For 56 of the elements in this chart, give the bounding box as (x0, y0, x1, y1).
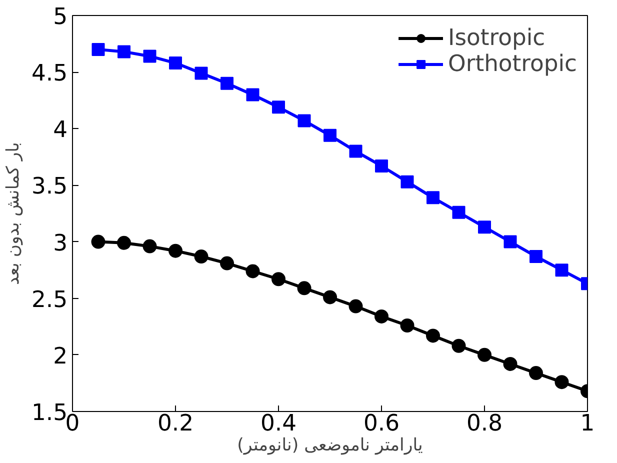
point (142, 239, 157, 254)
point (554, 375, 569, 390)
legend-label: Isotropic (448, 25, 546, 51)
x-axis-title: یارامتر ناموضعی (نانومتر) (237, 436, 424, 456)
point (452, 206, 466, 219)
y-tick-label: 3 (53, 230, 68, 256)
point (349, 144, 362, 158)
x-tick-label: 0.6 (363, 410, 400, 436)
point (194, 66, 208, 80)
point (426, 328, 440, 343)
point (452, 338, 466, 353)
point (503, 356, 518, 371)
point (246, 88, 260, 102)
point (168, 244, 182, 258)
y-tick-label: 3.5 (31, 174, 68, 200)
point (374, 309, 388, 324)
point (272, 100, 285, 114)
point (375, 159, 388, 172)
point (272, 272, 286, 286)
point (246, 264, 260, 278)
point (324, 128, 336, 142)
point (143, 50, 156, 63)
legend-label: Orthotropic (448, 51, 577, 77)
x-tick-label: 0.2 (157, 410, 194, 436)
point (118, 45, 130, 58)
y-tick-label: 2.5 (31, 286, 68, 313)
point (478, 348, 492, 362)
point (555, 264, 568, 277)
x-tick-label: 0.8 (466, 410, 503, 436)
x-tick-label: 1 (580, 410, 595, 436)
point (92, 42, 105, 56)
point (169, 56, 182, 70)
point (323, 290, 337, 304)
y-tick-label: 4.5 (31, 60, 68, 87)
point (478, 220, 491, 234)
x-tick-label: 0 (65, 410, 80, 436)
point (297, 281, 312, 296)
y-axis-title: بار کمانش بدون بعد (3, 142, 24, 285)
point (348, 299, 363, 314)
y-tick-label: 2 (53, 343, 68, 370)
point (529, 366, 543, 380)
point (298, 114, 311, 128)
point (530, 250, 542, 263)
point (194, 250, 208, 264)
y-tick-label: 5 (53, 4, 68, 30)
point (400, 318, 414, 332)
point (426, 191, 440, 204)
point (220, 256, 234, 270)
point (117, 236, 131, 250)
point (400, 175, 414, 188)
point (504, 235, 517, 248)
point (220, 76, 234, 90)
x-tick-label: 0.4 (260, 410, 297, 436)
y-tick-label: 1.5 (31, 400, 68, 426)
point (91, 234, 106, 249)
y-tick-label: 4 (53, 117, 68, 144)
